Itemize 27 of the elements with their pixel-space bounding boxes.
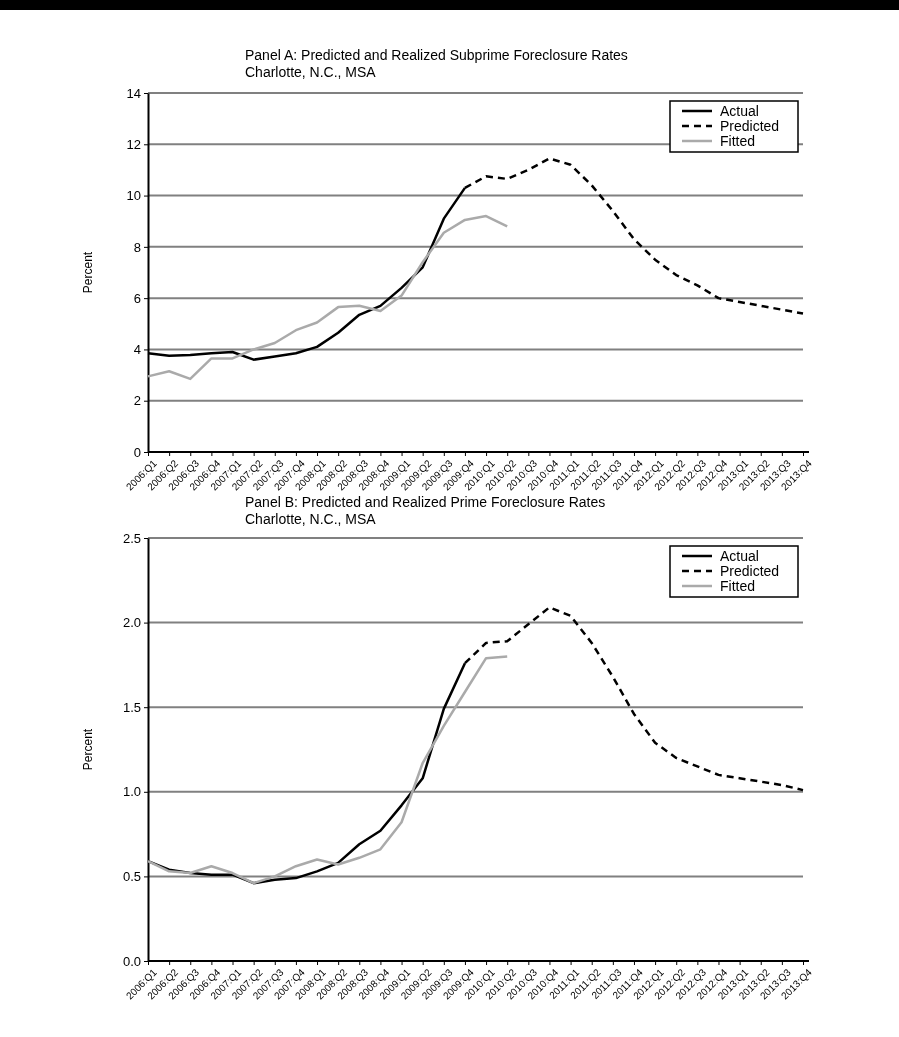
y-tick-label: 12 bbox=[126, 136, 141, 152]
y-tick-label: 2.0 bbox=[122, 615, 141, 631]
y-tick-label: 2.5 bbox=[122, 530, 141, 546]
chart-title: Panel A: Predicted and Realized Subprime Foreclosure Rates bbox=[245, 47, 628, 63]
y-tick-label: 2 bbox=[133, 393, 141, 409]
y-tick-label: 0.0 bbox=[122, 953, 141, 969]
y-tick-label: 1.5 bbox=[122, 699, 141, 715]
y-tick-label: 6 bbox=[133, 290, 141, 306]
y-tick-label: 1.0 bbox=[122, 784, 141, 800]
y-tick-label: 0.5 bbox=[122, 869, 141, 885]
legend-label: Actual bbox=[720, 548, 759, 564]
legend-label: Actual bbox=[720, 103, 759, 119]
chart-subtitle: Charlotte, N.C., MSA bbox=[245, 64, 377, 80]
y-tick-label: 10 bbox=[126, 188, 141, 204]
chart-subtitle: Charlotte, N.C., MSA bbox=[245, 511, 377, 527]
line-series bbox=[146, 214, 509, 381]
y-tick-label: 4 bbox=[133, 342, 141, 358]
y-axis-title: Percent bbox=[81, 728, 95, 771]
chart-title: Panel B: Predicted and Realized Prime Foreclosure Rates bbox=[245, 494, 606, 510]
y-tick-label: 14 bbox=[126, 85, 141, 101]
y-axis-title: Percent bbox=[81, 251, 95, 294]
legend-label: Fitted bbox=[720, 133, 756, 149]
y-tick-label: 8 bbox=[133, 239, 141, 255]
legend-label: Fitted bbox=[720, 578, 756, 594]
y-tick-label: 0 bbox=[133, 444, 141, 460]
legend-label: Predicted bbox=[720, 118, 780, 134]
legend-label: Predicted bbox=[720, 563, 780, 579]
